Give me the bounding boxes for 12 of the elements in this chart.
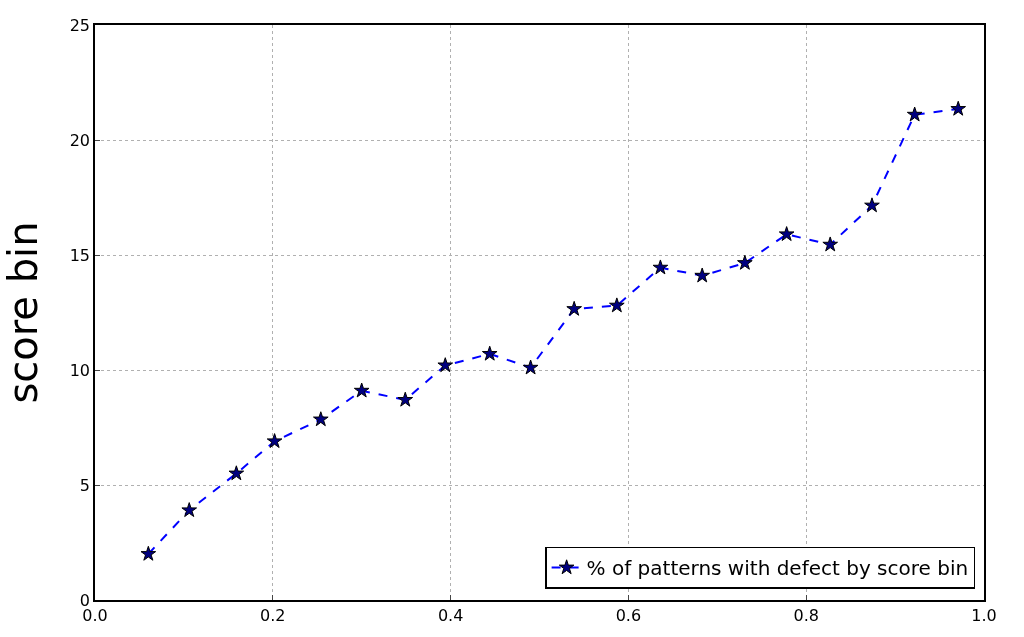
x-tick-label: 0.8: [793, 605, 819, 625]
y-tick-label: 15: [69, 245, 91, 265]
y-axis-title: score bin: [0, 221, 46, 404]
y-tick-label: 5: [79, 475, 91, 495]
x-tick-label: 0.6: [615, 605, 642, 625]
x-tick-label: 1.0: [971, 605, 997, 625]
y-tick-label: 10: [69, 360, 91, 380]
x-tick-label: 0.2: [260, 605, 286, 625]
y-tick-label: 25: [69, 15, 91, 35]
legend-label: % of patterns with defect by score bin: [586, 556, 969, 581]
x-tick-label: 0.4: [437, 605, 464, 625]
y-tick-label: 20: [69, 130, 91, 150]
